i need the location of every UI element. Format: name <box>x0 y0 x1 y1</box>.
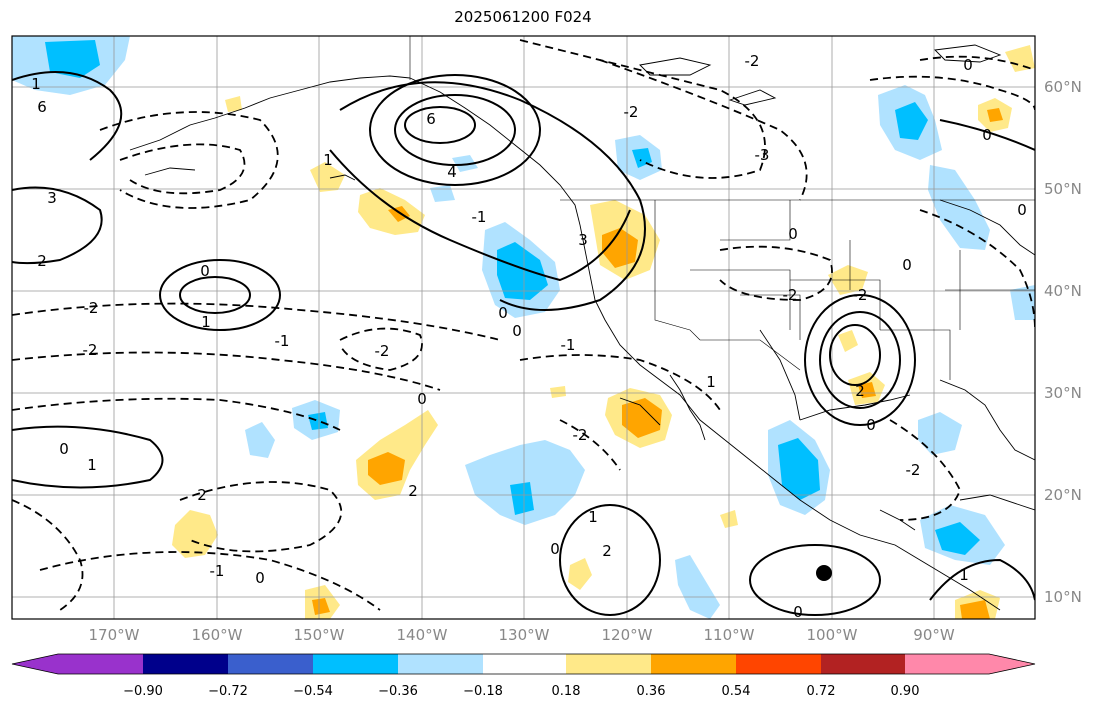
colorbar-tick-label: 0.18 <box>551 684 581 699</box>
colorbar-tick-label: −0.72 <box>208 684 248 699</box>
dashed-contours <box>12 39 1035 611</box>
longitude-label: 170°W <box>88 626 140 644</box>
colorbar-segment <box>313 654 398 674</box>
contour-label: 1 <box>959 566 969 584</box>
contour-label: 1 <box>87 456 97 474</box>
colorbar-min-extension <box>12 654 58 674</box>
coastlines <box>129 44 1035 611</box>
colorbar-segment <box>566 654 651 674</box>
contour-label: -1 <box>472 208 487 226</box>
contour-label: -2 <box>624 103 639 121</box>
contour-label: 3 <box>47 189 57 207</box>
colorbar-segment <box>651 654 736 674</box>
latitude-label: 10°N <box>1044 588 1082 606</box>
latitude-label: 50°N <box>1044 180 1082 198</box>
contour-label: 0 <box>498 304 508 322</box>
solid-contours <box>12 71 1035 616</box>
contour-label: 0 <box>902 256 912 274</box>
positive-anomaly-shading <box>172 45 1035 619</box>
contour-label: -1 <box>210 562 225 580</box>
longitude-label: 100°W <box>806 626 858 644</box>
contour-label: -2 <box>745 52 760 70</box>
contour-label: 1 <box>588 508 598 526</box>
contour-label: 2 <box>855 382 865 400</box>
contour-label: 0 <box>255 569 265 587</box>
longitude-label: 120°W <box>601 626 653 644</box>
colorbar-tick-label: 0.90 <box>890 684 920 699</box>
contour-label: 4 <box>447 163 457 181</box>
colorbar-segment <box>58 654 143 674</box>
colorbar-max-extension <box>989 654 1035 674</box>
colorbar-segment <box>905 654 989 674</box>
contour-label: 0 <box>982 126 992 144</box>
storm-position-marker <box>816 565 832 581</box>
colorbar-tick-label: 0.54 <box>721 684 751 699</box>
contour-label: 6 <box>426 110 436 128</box>
colorbar-tick-label: −0.90 <box>123 684 163 699</box>
contour-label: -2 <box>83 341 98 359</box>
colorbar-segment <box>398 654 483 674</box>
contour-label: 1 <box>201 313 211 331</box>
contour-label: -2 <box>906 461 921 479</box>
colorbar-outline <box>11 653 1036 675</box>
latitude-label: 60°N <box>1044 78 1082 96</box>
longitude-label: 150°W <box>293 626 345 644</box>
contour-label: 2 <box>408 482 418 500</box>
contour-label: -2 <box>853 286 868 304</box>
negative-anomaly-shading <box>12 36 1035 619</box>
colorbar <box>11 653 1036 675</box>
contour-label: 2 <box>37 252 47 270</box>
latitude-label: 40°N <box>1044 282 1082 300</box>
political-borders <box>409 36 1035 380</box>
latitude-label: 30°N <box>1044 384 1082 402</box>
contour-labels: 6 4 3 2 0 1 0 0 -2 -2 -1 -2 0 1 -1 0 1 0… <box>31 52 1027 621</box>
contour-label: -3 <box>755 146 770 164</box>
colorbar-segment <box>483 654 566 674</box>
contour-label: -2 <box>375 342 390 360</box>
longitude-label: 160°W <box>191 626 243 644</box>
contour-label: 0 <box>512 322 522 340</box>
contour-label: -2 <box>573 426 588 444</box>
contour-label: 0 <box>417 390 427 408</box>
colorbar-segment <box>736 654 821 674</box>
colorbar-segment <box>143 654 228 674</box>
contour-label: 6 <box>37 98 47 116</box>
contour-label: 0 <box>866 416 876 434</box>
graticule <box>12 36 1035 619</box>
contour-label: -2 <box>84 299 99 317</box>
contour-label: 2 <box>602 542 612 560</box>
contour-label: -1 <box>561 336 576 354</box>
colorbar-tick-label: 0.72 <box>806 684 836 699</box>
colorbar-tick-label: 0.36 <box>636 684 666 699</box>
contour-label: -2 <box>783 286 798 304</box>
contour-label: 0 <box>963 56 973 74</box>
longitude-label: 90°W <box>913 626 955 644</box>
colorbar-tick-label: −0.36 <box>378 684 418 699</box>
contour-label: 0 <box>59 440 69 458</box>
contour-label: 2 <box>197 486 207 504</box>
contour-label: 1 <box>706 373 716 391</box>
contour-label: 0 <box>200 262 210 280</box>
colorbar-tick-label: −0.54 <box>293 684 333 699</box>
longitude-label: 140°W <box>396 626 448 644</box>
contour-label: 0 <box>1017 201 1027 219</box>
contour-label: -1 <box>275 332 290 350</box>
map-frame <box>11 35 1036 620</box>
contour-label: 3 <box>578 231 588 249</box>
map-title: 2025061200 F024 <box>454 8 592 26</box>
contour-label: 1 <box>323 151 333 169</box>
colorbar-tick-label: −0.18 <box>463 684 503 699</box>
colorbar-segment <box>821 654 905 674</box>
contour-label: 0 <box>793 603 803 621</box>
longitude-label: 110°W <box>703 626 755 644</box>
latitude-label: 20°N <box>1044 486 1082 504</box>
longitude-label: 130°W <box>498 626 550 644</box>
contour-label: 0 <box>788 225 798 243</box>
contour-label: 1 <box>31 75 41 93</box>
colorbar-segment <box>228 654 313 674</box>
contour-label: 0 <box>550 540 560 558</box>
